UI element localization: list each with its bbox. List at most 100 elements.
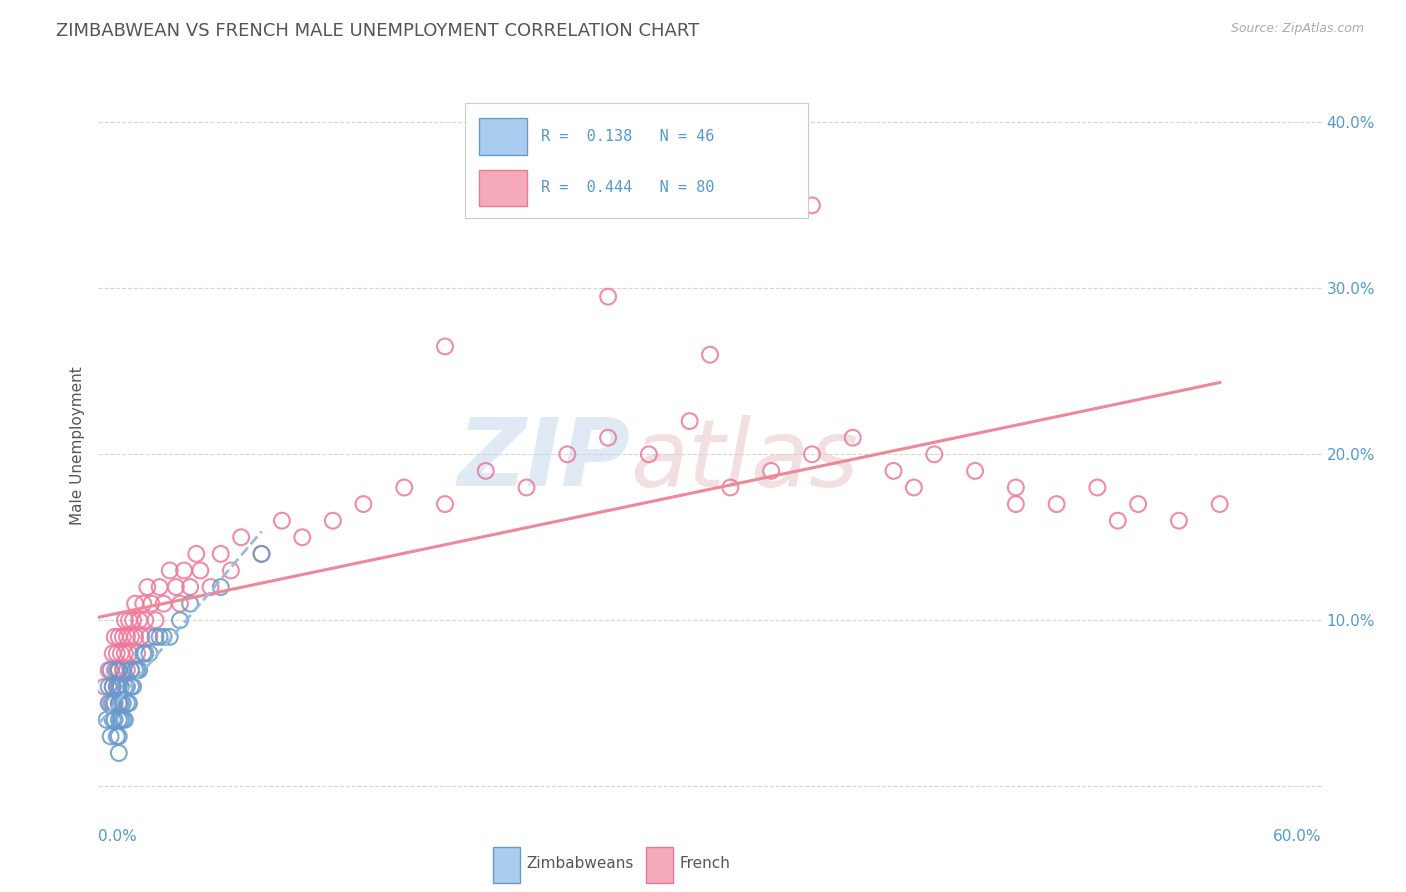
- Point: [516, 481, 538, 495]
- Text: Source: ZipAtlas.com: Source: ZipAtlas.com: [1230, 22, 1364, 36]
- Point: [122, 613, 145, 627]
- Point: [720, 481, 742, 495]
- Point: [115, 663, 138, 677]
- Point: [124, 597, 146, 611]
- Point: [231, 530, 253, 544]
- Point: [1107, 514, 1129, 528]
- Point: [134, 647, 156, 661]
- Point: [149, 630, 172, 644]
- Point: [108, 663, 131, 677]
- Point: [114, 680, 136, 694]
- Point: [922, 447, 945, 461]
- Point: [1004, 497, 1026, 511]
- Point: [132, 597, 155, 611]
- Point: [1167, 514, 1189, 528]
- Point: [141, 597, 163, 611]
- Point: [392, 481, 416, 495]
- Point: [108, 680, 131, 694]
- Point: [903, 481, 925, 495]
- Point: [1128, 497, 1150, 511]
- Point: [110, 680, 132, 694]
- Point: [1209, 497, 1232, 511]
- Text: atlas: atlas: [630, 415, 859, 506]
- Point: [124, 663, 146, 677]
- Point: [118, 647, 141, 661]
- Text: 60.0%: 60.0%: [1274, 830, 1322, 844]
- Point: [101, 680, 124, 694]
- Point: [100, 663, 122, 677]
- Point: [101, 696, 124, 710]
- Point: [209, 580, 232, 594]
- Point: [352, 497, 374, 511]
- Point: [108, 696, 131, 710]
- Point: [97, 696, 120, 710]
- Point: [136, 580, 159, 594]
- Point: [104, 696, 127, 710]
- Point: [111, 713, 134, 727]
- Point: [105, 680, 128, 694]
- Point: [101, 647, 124, 661]
- Point: [841, 431, 863, 445]
- Point: [179, 597, 201, 611]
- Point: [1085, 481, 1108, 495]
- Point: [495, 157, 517, 171]
- Point: [801, 198, 824, 212]
- Point: [100, 730, 122, 744]
- Point: [188, 564, 212, 578]
- Text: ZIP: ZIP: [457, 414, 630, 507]
- Point: [128, 613, 150, 627]
- Point: [114, 613, 136, 627]
- Point: [801, 447, 824, 461]
- Point: [105, 647, 128, 661]
- Point: [132, 647, 155, 661]
- Point: [250, 547, 273, 561]
- Point: [110, 680, 132, 694]
- Point: [1045, 497, 1069, 511]
- Point: [322, 514, 344, 528]
- Point: [557, 447, 579, 461]
- Point: [152, 630, 174, 644]
- Point: [209, 547, 232, 561]
- Point: [761, 464, 783, 478]
- Point: [105, 730, 128, 744]
- Point: [138, 630, 160, 644]
- Point: [97, 680, 120, 694]
- Point: [104, 713, 127, 727]
- Point: [186, 547, 208, 561]
- Point: [159, 564, 181, 578]
- Point: [120, 663, 142, 677]
- Point: [173, 564, 195, 578]
- Point: [598, 290, 620, 304]
- Point: [169, 597, 191, 611]
- Y-axis label: Male Unemployment: Male Unemployment: [70, 367, 86, 525]
- Point: [638, 447, 661, 461]
- Point: [291, 530, 314, 544]
- Point: [111, 630, 134, 644]
- Point: [219, 564, 242, 578]
- Point: [169, 613, 191, 627]
- Point: [118, 613, 141, 627]
- Text: 0.0%: 0.0%: [98, 830, 138, 844]
- Point: [129, 630, 152, 644]
- Point: [96, 713, 118, 727]
- Point: [127, 663, 149, 677]
- Point: [101, 713, 124, 727]
- Point: [965, 464, 987, 478]
- Point: [97, 663, 120, 677]
- Point: [93, 680, 115, 694]
- Point: [104, 663, 127, 677]
- Point: [200, 580, 222, 594]
- Point: [108, 630, 131, 644]
- Point: [110, 696, 132, 710]
- Point: [105, 663, 128, 677]
- Point: [145, 630, 167, 644]
- Point: [101, 680, 124, 694]
- Point: [108, 730, 131, 744]
- Point: [100, 696, 122, 710]
- Point: [474, 464, 498, 478]
- Point: [111, 696, 134, 710]
- Point: [118, 696, 141, 710]
- Point: [165, 580, 187, 594]
- Point: [108, 696, 131, 710]
- Point: [115, 630, 138, 644]
